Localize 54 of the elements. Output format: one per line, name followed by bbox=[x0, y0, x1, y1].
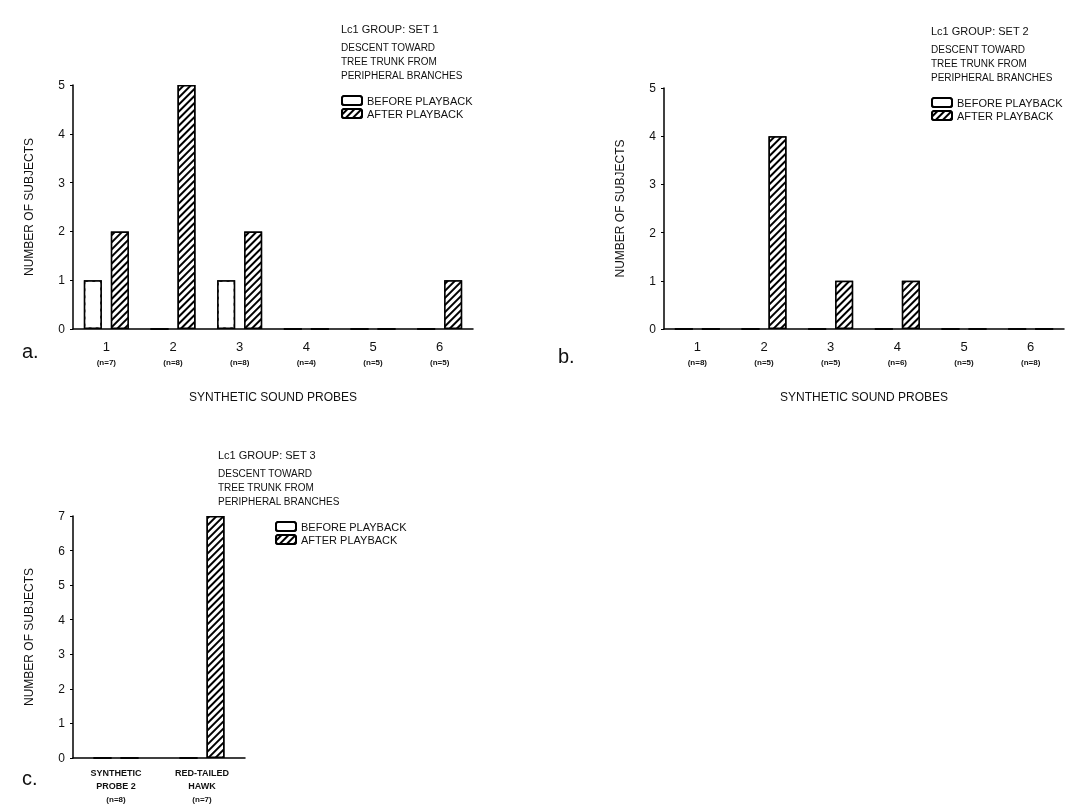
y-axis-title: NUMBER OF SUBJECTS bbox=[613, 139, 627, 278]
x-axis-title: SYNTHETIC SOUND PROBES bbox=[188, 390, 358, 404]
chart-title: Lc1 GROUP: SET 2 bbox=[931, 24, 1029, 37]
x-tick-label: 2 (n=8) bbox=[163, 338, 183, 367]
y-tick-label: 3 bbox=[58, 647, 66, 662]
text: DESCENT TOWARD TREE TRUNK FROM PERIPHERAL BRANCHES bbox=[218, 467, 340, 507]
x-axis-title: SYNTHETIC SOUND PROBES bbox=[779, 390, 949, 404]
y-tick-label: 7 bbox=[58, 509, 66, 523]
chart-subtitle: DESCENT TOWARD TREE TRUNK FROM PERIPHERAL BRANCHES bbox=[931, 43, 1053, 83]
legend-label: BEFORE PLAYBACK bbox=[301, 520, 408, 533]
y-tick-label: 1 bbox=[58, 273, 66, 288]
x-tick-label: 6 (n=5) bbox=[429, 338, 450, 367]
text: a. bbox=[22, 340, 39, 362]
x-tick-label: 3 (n=8) bbox=[229, 338, 250, 367]
y-axis-title: NUMBER OF SUBJECTS bbox=[22, 567, 36, 707]
y-tick-label: 5 bbox=[649, 81, 657, 95]
legend-label: AFTER PLAYBACK bbox=[301, 533, 399, 546]
x-tick-label: SYNTHETIC PROBE 2 (n=8) bbox=[90, 767, 142, 804]
x-tick-label: 1 (n=7) bbox=[96, 338, 117, 367]
legend-label: AFTER PLAYBACK bbox=[367, 107, 465, 120]
legend-label: BEFORE PLAYBACK bbox=[367, 94, 474, 107]
y-tick-label: 2 bbox=[649, 225, 657, 240]
y-tick-label: 4 bbox=[58, 612, 66, 627]
y-tick-label: 4 bbox=[649, 129, 657, 144]
y-tick-label: 1 bbox=[58, 716, 66, 731]
y-tick-label: 2 bbox=[58, 224, 66, 239]
y-tick-label: 0 bbox=[58, 751, 66, 765]
y-tick-label: 4 bbox=[58, 126, 66, 141]
text: b. bbox=[558, 345, 575, 367]
y-tick-label: 0 bbox=[58, 322, 66, 336]
x-tick-label: 4 (n=4) bbox=[296, 338, 317, 367]
legend-label: AFTER PLAYBACK bbox=[957, 109, 1055, 122]
x-tick-label: RED-TAILED HAWK (n=7) bbox=[175, 767, 230, 804]
y-tick-label: 3 bbox=[58, 175, 66, 190]
y-tick-label: 5 bbox=[58, 78, 66, 92]
y-tick-label: 3 bbox=[649, 177, 657, 192]
chart-title: Lc1 GROUP: SET 3 bbox=[218, 448, 316, 461]
x-tick-label: 4 (n=6) bbox=[887, 338, 908, 367]
y-tick-label: 0 bbox=[649, 322, 657, 336]
text: c. bbox=[22, 767, 38, 789]
x-tick-label: 3 (n=5) bbox=[820, 338, 841, 367]
x-tick-label: 1 (n=8) bbox=[687, 338, 708, 367]
y-axis-title: NUMBER OF SUBJECTS bbox=[22, 137, 36, 277]
x-tick-label: 2 (n=5) bbox=[754, 338, 774, 367]
legend-label: BEFORE PLAYBACK bbox=[957, 96, 1064, 109]
x-tick-label: 6 (n=8) bbox=[1020, 338, 1041, 367]
x-tick-label: 5 (n=5) bbox=[363, 338, 383, 367]
y-tick-label: 2 bbox=[58, 681, 66, 696]
y-tick-label: 1 bbox=[649, 273, 657, 288]
chart-subtitle: DESCENT TOWARD TREE TRUNK FROM PERIPHERAL BRANCHES bbox=[341, 41, 463, 81]
y-tick-label: 6 bbox=[58, 543, 66, 558]
y-tick-label: 5 bbox=[58, 578, 66, 593]
chart-title: Lc1 GROUP: SET 1 bbox=[341, 22, 439, 35]
x-tick-label: 5 (n=5) bbox=[954, 338, 974, 367]
